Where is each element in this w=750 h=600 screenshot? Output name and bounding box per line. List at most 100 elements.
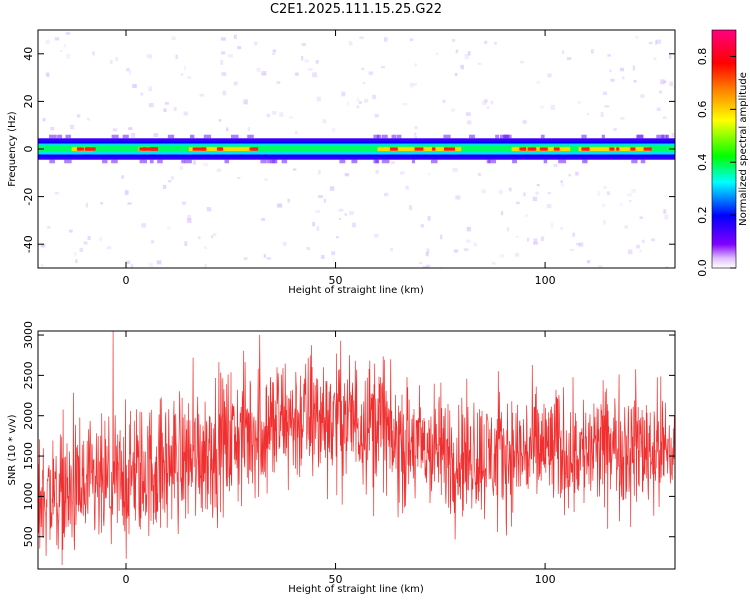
spectrogram-speckle (183, 65, 186, 71)
spectrogram-speckle (112, 128, 118, 132)
spectrogram-speckle (148, 102, 154, 108)
band-peak-red (139, 147, 147, 151)
y-tick-label: 2000 (22, 402, 35, 430)
colorbar: 0.0 0.2 0.4 0.6 0.8 Normalized spectral ampl… (696, 29, 749, 277)
colorbar-gradient (711, 29, 737, 269)
spectrogram-speckle (243, 257, 248, 261)
colorbar-tick-label: 0.8 (696, 48, 709, 66)
spectrogram-speckle (402, 103, 408, 106)
spectrogram-speckle (481, 189, 486, 194)
band-edge-bump (181, 159, 185, 164)
band-peak-red (539, 147, 548, 151)
spectrogram-speckle (486, 106, 489, 109)
spectrogram-speckle (316, 226, 320, 231)
spectrogram-speckle (204, 264, 207, 268)
spectrogram-speckle (663, 209, 667, 214)
spectrogram-speckle (466, 112, 471, 116)
band-edge-bump (65, 134, 71, 139)
spectrogram-speckle (167, 226, 171, 230)
spectrogram-speckle (184, 241, 188, 246)
spectrogram-speckle (622, 76, 625, 80)
band-peak-red (531, 147, 535, 151)
spectrogram-speckle (164, 102, 169, 105)
band-peak-red (630, 147, 636, 151)
spectrogram-speckle (163, 184, 167, 190)
spectrogram-speckle (535, 191, 539, 195)
spectrogram-speckle (272, 110, 277, 115)
spectrogram-speckle (453, 249, 459, 253)
spectrogram-speckle (233, 34, 237, 40)
spectrogram-speckle (348, 40, 353, 46)
spectrogram-speckle (263, 254, 266, 258)
spectrogram-speckle (428, 172, 431, 176)
spectrogram-speckle (560, 180, 563, 184)
spectrogram-speckle (520, 60, 524, 64)
spectrogram-speckle (87, 117, 90, 121)
snr-y-ticks: 500 1000 1500 2000 2500 3000 (22, 321, 675, 547)
spectrogram-speckle (629, 199, 632, 203)
spectrogram-speckle (461, 64, 464, 70)
snr-frame (37, 330, 676, 570)
band-peak-red (519, 147, 527, 151)
spectrogram-speckle (422, 265, 428, 268)
spectrogram-speckle (467, 51, 471, 56)
chart-title: C2E1.2025.111.15.25.G22 (270, 2, 442, 17)
band-edge-bump (391, 134, 397, 139)
spectrogram-speckle (295, 130, 298, 135)
spectrogram-speckle (124, 190, 129, 195)
spectrogram-speckle (419, 261, 423, 265)
spectrogram-speckle (220, 59, 224, 65)
spectrogram-speckle (372, 94, 377, 99)
spectrogram-speckle (264, 178, 268, 181)
spectrogram-speckle (463, 248, 469, 252)
colorbar-tick-label: 0.2 (696, 206, 709, 224)
spectrogram-speckle (171, 36, 176, 41)
spectrogram-speckle (375, 170, 379, 174)
spectrogram-speckle (247, 127, 250, 132)
spectrogram-speckle (601, 203, 606, 207)
band-edge-bump (505, 134, 509, 139)
spectrogram-speckle (295, 72, 299, 76)
band-edge-bump (373, 134, 379, 139)
spectrogram-speckle (610, 78, 615, 82)
spectrogram-speckle (228, 54, 234, 58)
band-edge-bump (189, 134, 195, 139)
spectrogram-speckle (363, 98, 369, 103)
spectrogram-speckle (454, 72, 458, 77)
spectrogram-speckle (464, 54, 469, 60)
spectrogram-speckle (131, 264, 134, 268)
spectrogram-speckle (619, 67, 625, 72)
band-peak-red (217, 147, 222, 151)
spectrogram-speckle (648, 41, 653, 45)
spectrogram-speckle (627, 249, 633, 255)
spectrogram-speckle (533, 238, 538, 244)
band-edge-bump (540, 134, 545, 139)
spectrogram-speckle (442, 99, 446, 103)
y-tick-label: 1000 (22, 482, 35, 510)
spectrogram-speckle (603, 185, 607, 190)
spectrogram-speckle (606, 191, 611, 196)
spectrogram-speckle (373, 233, 379, 238)
spectrogram-speckle (669, 81, 674, 87)
band-edge-bump (581, 134, 587, 139)
band-peak-red (444, 147, 448, 151)
spectrogram-speckle (490, 100, 494, 105)
spectrogram-speckle (414, 63, 417, 67)
band-peak-red (249, 147, 259, 151)
spectrogram-speckle (620, 117, 625, 120)
spectrogram-speckle (609, 69, 612, 72)
spectrogram-speckle (47, 226, 51, 229)
colorbar-ticks: 0.0 0.2 0.4 0.6 0.8 (696, 48, 736, 277)
spectrogram-speckle (600, 112, 604, 117)
spectrogram-speckle (547, 73, 552, 78)
spectrogram-speckle (356, 105, 360, 109)
band-edge-bump (224, 159, 230, 164)
band-edge-bump (230, 134, 239, 139)
spectrogram-speckle (100, 202, 104, 205)
spectrogram-speckle (192, 160, 196, 165)
spectrogram-speckle (673, 86, 675, 89)
spectrogram-speckle (624, 225, 628, 229)
band-peak-red (446, 147, 451, 151)
spectrogram-speckle (75, 259, 78, 264)
spectrogram-speckle (346, 101, 350, 106)
